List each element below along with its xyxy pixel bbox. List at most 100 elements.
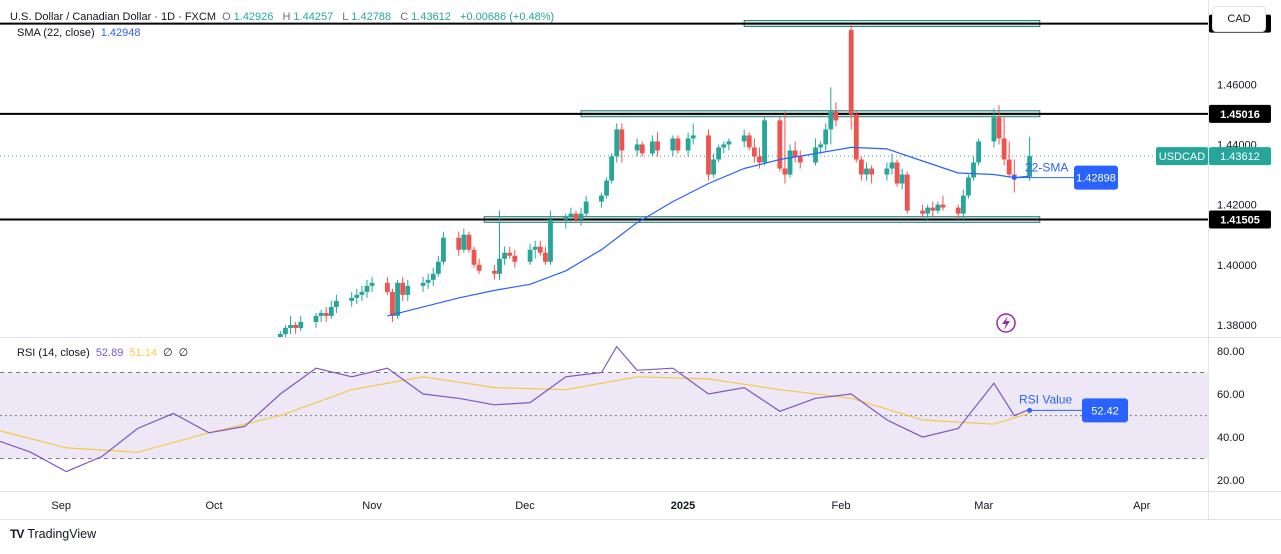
candle-body[interactable] [512,255,518,262]
rsi-ma-line[interactable] [0,376,1030,453]
price-tag-level3-bg[interactable] [1209,210,1271,229]
candle-body[interactable] [1006,159,1012,175]
candle-body[interactable] [364,285,370,292]
candle-body[interactable] [889,162,895,169]
candle-body[interactable] [634,144,640,151]
candle-body[interactable] [258,349,263,355]
symbol-title[interactable]: U.S. Dollar / Canadian Dollar · 1D · FXC… [10,11,217,23]
candle-body[interactable] [578,213,584,220]
candle-body[interactable] [777,120,783,169]
candle-body[interactable] [823,129,829,145]
rsi-callout-box[interactable] [1082,398,1128,423]
candle-body[interactable] [313,315,319,322]
candle-body[interactable] [655,141,660,151]
currency-button[interactable]: CAD [1212,6,1266,32]
candle-body[interactable] [283,327,288,334]
candle-body[interactable] [263,343,268,349]
candle-body[interactable] [441,237,446,262]
tradingview-branding[interactable]: TV TradingView [10,527,96,541]
candle-body[interactable] [609,156,615,181]
candle-body[interactable] [966,177,971,196]
candle-body[interactable] [650,141,655,154]
candle-body[interactable] [894,162,900,184]
candle-body[interactable] [991,117,997,142]
candle-body[interactable] [859,159,864,175]
candle-body[interactable] [405,285,411,295]
candle-body[interactable] [690,135,696,139]
candle-body[interactable] [920,210,925,214]
sma-line[interactable] [387,146,1030,317]
candle-body[interactable] [853,114,859,160]
candle-body[interactable] [425,279,431,283]
candle-body[interactable] [685,138,691,151]
candle-body[interactable] [726,141,732,145]
candle-body[interactable] [833,111,839,121]
candle-body[interactable] [583,201,589,214]
candle-body[interactable] [955,207,961,214]
candle-body[interactable] [548,219,553,262]
candle-body[interactable] [471,249,477,265]
candle-body[interactable] [430,273,436,280]
candle-body[interactable] [497,258,502,274]
candle-body[interactable] [420,282,426,286]
candle-body[interactable] [328,306,334,316]
price-tag-level2-bg[interactable] [1209,104,1271,123]
candle-body[interactable] [848,30,854,115]
candle-body[interactable] [746,135,752,148]
candle-body[interactable] [252,355,257,367]
candle-body[interactable] [787,150,793,175]
candle-body[interactable] [751,147,757,157]
candle-body[interactable] [899,174,905,184]
candle-body[interactable] [818,144,824,148]
candle-body[interactable] [930,207,936,211]
candle-body[interactable] [828,111,834,130]
candle-body[interactable] [293,324,299,328]
candle-body[interactable] [298,321,304,328]
candle-body[interactable] [288,324,293,328]
candle-body[interactable] [318,312,324,316]
candle-body[interactable] [976,141,982,163]
candle-body[interactable] [456,237,462,250]
candle-body[interactable] [604,180,609,196]
candle-body[interactable] [537,246,543,253]
candle-body[interactable] [869,168,874,175]
candle-body[interactable] [359,291,365,295]
rsi-legend-label[interactable]: RSI (14, close) [17,347,90,359]
candle-body[interactable] [925,207,931,214]
candle-body[interactable] [568,213,574,217]
candle-body[interactable] [675,138,681,151]
candle-body[interactable] [354,294,360,298]
candle-body[interactable] [502,252,508,259]
candle-body[interactable] [384,282,390,292]
candle-body[interactable] [971,162,976,178]
candle-body[interactable] [670,138,676,151]
candle-body[interactable] [542,252,548,262]
candle-body[interactable] [400,282,406,295]
candle-body[interactable] [390,291,395,316]
sma-legend-label[interactable]: SMA (22, close) [17,27,95,39]
candle-body[interactable] [532,246,538,250]
candle-body[interactable] [716,147,722,160]
candle-body[interactable] [619,129,625,151]
candle-body[interactable] [940,204,946,208]
candle-body[interactable] [864,168,869,175]
candle-body[interactable] [573,213,579,220]
candle-body[interactable] [741,135,747,142]
candle-body[interactable] [797,156,803,163]
candle-body[interactable] [277,333,283,343]
candle-body[interactable] [706,135,711,175]
candle-body[interactable] [782,168,788,175]
candle-body[interactable] [435,261,441,274]
lightning-icon[interactable] [996,313,1016,333]
rsi-line[interactable] [0,345,1030,473]
candle-body[interactable] [476,264,482,271]
candle-body[interactable] [960,195,966,214]
sma-callout-box[interactable] [1074,165,1118,190]
candle-body[interactable] [884,168,890,175]
candle-body[interactable] [466,234,472,250]
candle-body[interactable] [527,249,533,262]
candle-body[interactable] [599,195,604,202]
candle-body[interactable] [996,117,1002,139]
candle-body[interactable] [935,204,941,211]
